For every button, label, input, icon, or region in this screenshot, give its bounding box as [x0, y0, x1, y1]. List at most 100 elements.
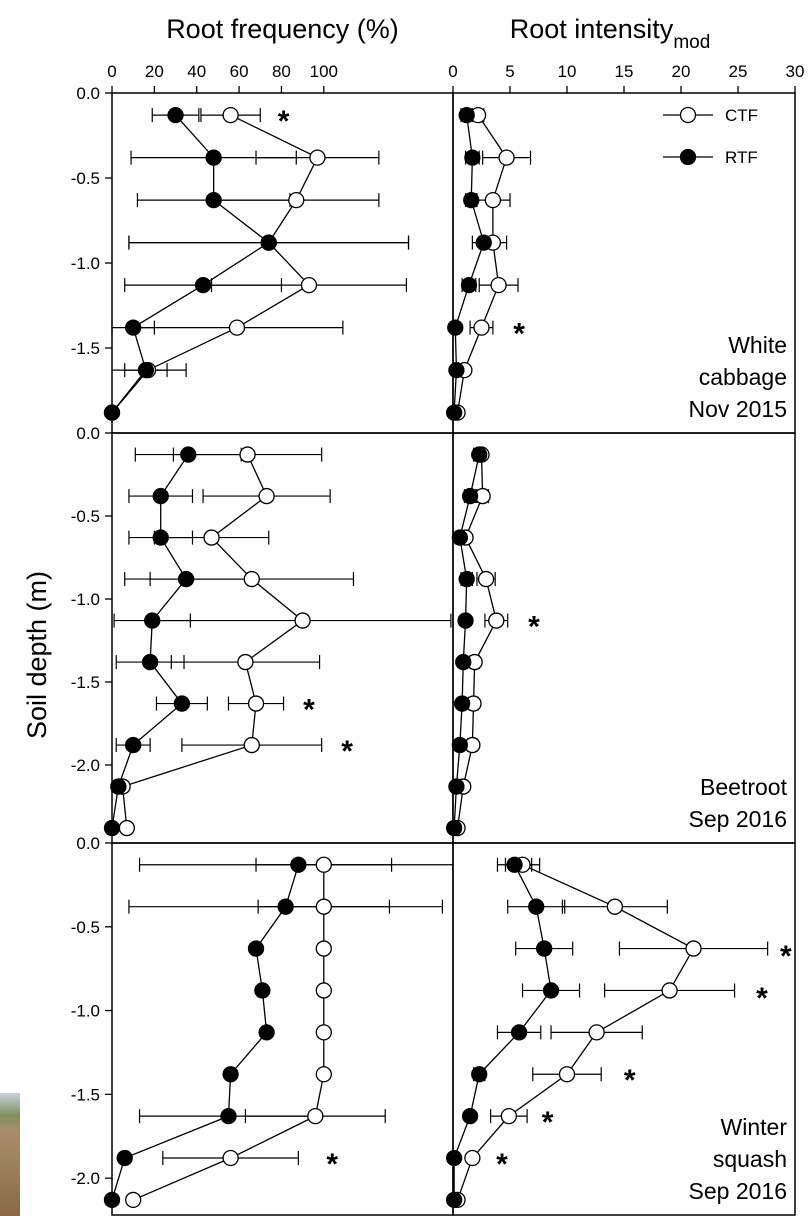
marker [458, 570, 475, 588]
x-tick-label: 30 [786, 62, 805, 81]
y-tick-label: -1.0 [71, 254, 100, 273]
marker [588, 1024, 605, 1041]
marker [461, 1107, 479, 1125]
legend-label: RTF [725, 148, 758, 167]
y-tick-label: -1.5 [71, 1085, 100, 1104]
marker [116, 1149, 133, 1167]
marker [180, 446, 197, 463]
panel: 0.0 -0.5 -1.0 -1.5 -2.0 Soil depth (m) * * [22, 424, 454, 844]
marker [445, 819, 463, 837]
marker [239, 446, 256, 463]
marker [558, 1066, 576, 1083]
panel: 0 5 10 15 20 25 30 Root intensitymod * CTF RTF Whit… [445, 14, 805, 434]
panel-frame [111, 92, 454, 434]
axis-title: Root intensitymod [510, 14, 711, 53]
marker [294, 612, 311, 629]
marker [177, 570, 195, 588]
y-tick-label: -2.0 [71, 756, 100, 775]
marker [445, 404, 463, 421]
marker [661, 982, 678, 999]
marker [490, 276, 507, 294]
marker [510, 1024, 528, 1041]
marker [315, 856, 332, 873]
marker [243, 570, 260, 588]
marker [471, 446, 488, 463]
x-tick-label: 15 [615, 62, 634, 81]
y-tick-label: -1.0 [71, 590, 100, 609]
marker [173, 695, 191, 712]
marker [141, 653, 159, 671]
marker [309, 149, 326, 166]
significance-mark: * [542, 1106, 554, 1139]
marker [445, 1149, 463, 1167]
x-tick-label: 5 [505, 62, 514, 81]
series-line [132, 864, 325, 1201]
panel: 0.0 -0.5 -1.0 -1.5 -2.0 * [71, 834, 454, 1216]
marker [451, 736, 468, 754]
marker [243, 736, 260, 754]
marker [258, 487, 275, 505]
panel-label: cabbage [699, 364, 787, 390]
marker [448, 361, 465, 379]
significance-mark: * [326, 1148, 338, 1181]
marker [118, 819, 135, 837]
marker [506, 856, 523, 873]
y-axis-label: Soil depth (m) [22, 571, 52, 739]
marker [461, 487, 479, 505]
marker [463, 191, 480, 209]
marker [685, 940, 702, 957]
marker [315, 1024, 332, 1041]
y-tick-label: -1.0 [71, 1002, 100, 1021]
marker [194, 276, 212, 294]
panel-label: squash [713, 1146, 787, 1172]
marker [144, 612, 161, 629]
marker [457, 612, 474, 629]
significance-mark: * [624, 1064, 636, 1097]
marker [464, 1149, 481, 1167]
panel: 0 20 40 60 80 100 0.0 -0.5 -1.0 -1.5 Root frequenc… [71, 14, 454, 434]
series-line [456, 454, 498, 829]
marker [447, 319, 464, 336]
marker [477, 570, 495, 588]
significance-mark: * [756, 982, 768, 1015]
marker [488, 612, 505, 629]
marker [445, 1191, 463, 1209]
y-tick-label: -1.5 [71, 673, 100, 692]
y-tick-label: 0.0 [76, 834, 100, 853]
panel: * * * * * Winter squash Sep 2016 [445, 842, 796, 1216]
significance-mark: * [303, 694, 315, 727]
marker [125, 736, 142, 754]
axis-title-text: Root frequency (%) [166, 14, 399, 44]
marker [247, 695, 265, 712]
marker [528, 898, 545, 915]
marker [203, 529, 220, 546]
marker [453, 695, 471, 712]
series-line [111, 454, 189, 829]
marker [222, 1066, 239, 1083]
marker [315, 940, 332, 957]
marker [152, 487, 169, 505]
y-tick-label: -1.5 [71, 339, 100, 358]
axis-title: Root frequency (%) [166, 14, 399, 44]
marker [205, 191, 222, 209]
marker [288, 191, 305, 209]
significance-mark: * [341, 735, 353, 768]
marker [205, 149, 222, 166]
marker [254, 982, 271, 999]
axis-title-subscript: mod [673, 32, 710, 53]
marker [103, 1191, 121, 1209]
y-tick-label: -0.5 [71, 918, 100, 937]
marker [471, 1066, 488, 1083]
marker [260, 234, 277, 251]
y-tick-label: -0.5 [71, 507, 100, 526]
marker [258, 1024, 275, 1041]
marker [300, 276, 318, 294]
marker [315, 982, 332, 999]
legend-marker [679, 148, 697, 166]
significance-mark: * [780, 940, 792, 973]
significance-mark: * [496, 1148, 508, 1181]
marker [222, 106, 239, 124]
marker [110, 778, 127, 795]
marker [152, 529, 169, 546]
